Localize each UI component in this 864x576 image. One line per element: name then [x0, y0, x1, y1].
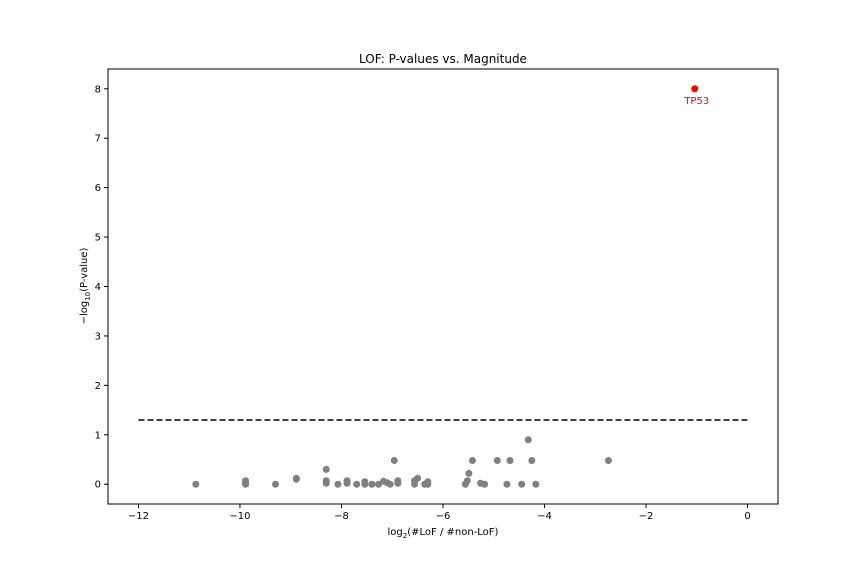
- data-point: [292, 475, 300, 483]
- y-axis-title-suffix: (P-value): [79, 248, 90, 292]
- data-point: [528, 457, 536, 464]
- y-tick-label: 0: [95, 480, 101, 491]
- highlight-point: [691, 85, 699, 93]
- y-tick-label: 6: [95, 183, 101, 194]
- data-point: [506, 457, 514, 464]
- data-point: [463, 477, 471, 485]
- data-point: [322, 479, 330, 487]
- data-point: [386, 480, 394, 488]
- y-tick-label: 3: [95, 331, 101, 342]
- data-point: [242, 480, 250, 488]
- y-tick-label: 2: [95, 381, 101, 392]
- x-tick-label: −2: [639, 511, 654, 522]
- x-tick-label: −8: [334, 511, 349, 522]
- y-tick-label: 8: [95, 84, 101, 95]
- y-axis-title-subscript: 10: [84, 292, 92, 301]
- x-axis-title-prefix: log: [388, 527, 403, 538]
- data-point: [424, 480, 432, 488]
- data-point: [322, 465, 330, 473]
- y-axis-title: −log10(P-value): [79, 248, 92, 325]
- y-axis-title-prefix: −log: [79, 301, 90, 325]
- data-point: [343, 479, 351, 487]
- y-tick-label: 7: [95, 134, 101, 145]
- data-point: [465, 469, 473, 477]
- data-point: [518, 480, 526, 488]
- data-point: [493, 457, 501, 464]
- axes-frame: [107, 68, 779, 505]
- x-tick-label: 0: [744, 511, 750, 522]
- x-axis-title: log2(#LoF / #non-LoF): [388, 527, 499, 540]
- data-point: [368, 480, 376, 488]
- data-point: [375, 480, 383, 488]
- data-point: [524, 436, 532, 444]
- data-point: [468, 457, 476, 464]
- data-point: [394, 479, 402, 487]
- y-tick-label: 5: [95, 233, 101, 244]
- x-axis-title-suffix: (#LoF / #non-LoF): [407, 527, 498, 538]
- highlight-label: TP53: [683, 96, 709, 107]
- x-axis-title-subscript: 2: [403, 532, 407, 540]
- x-tick-label: −12: [128, 511, 149, 522]
- x-tick-label: −10: [229, 511, 250, 522]
- plot-area: −12 −10 −8 −6 −4 −2 0 0 1 2 3 4 5 6 7 8 TP53: [95, 84, 751, 522]
- data-point: [353, 480, 361, 488]
- data-point: [532, 480, 540, 488]
- data-point: [604, 457, 612, 464]
- data-point: [361, 480, 369, 488]
- data-point: [390, 457, 398, 464]
- y-tick-label: 4: [95, 282, 101, 293]
- data-point: [272, 480, 279, 488]
- data-point: [334, 480, 342, 488]
- x-tick-label: −6: [436, 511, 451, 522]
- x-tick-label: −4: [537, 511, 552, 522]
- data-point: [192, 480, 200, 488]
- chart-title: LOF: P-values vs. Magnitude: [359, 52, 527, 66]
- data-point: [481, 480, 489, 488]
- data-point: [503, 480, 511, 488]
- data-point: [414, 474, 422, 482]
- data-point: [411, 480, 419, 488]
- y-tick-label: 1: [95, 430, 101, 441]
